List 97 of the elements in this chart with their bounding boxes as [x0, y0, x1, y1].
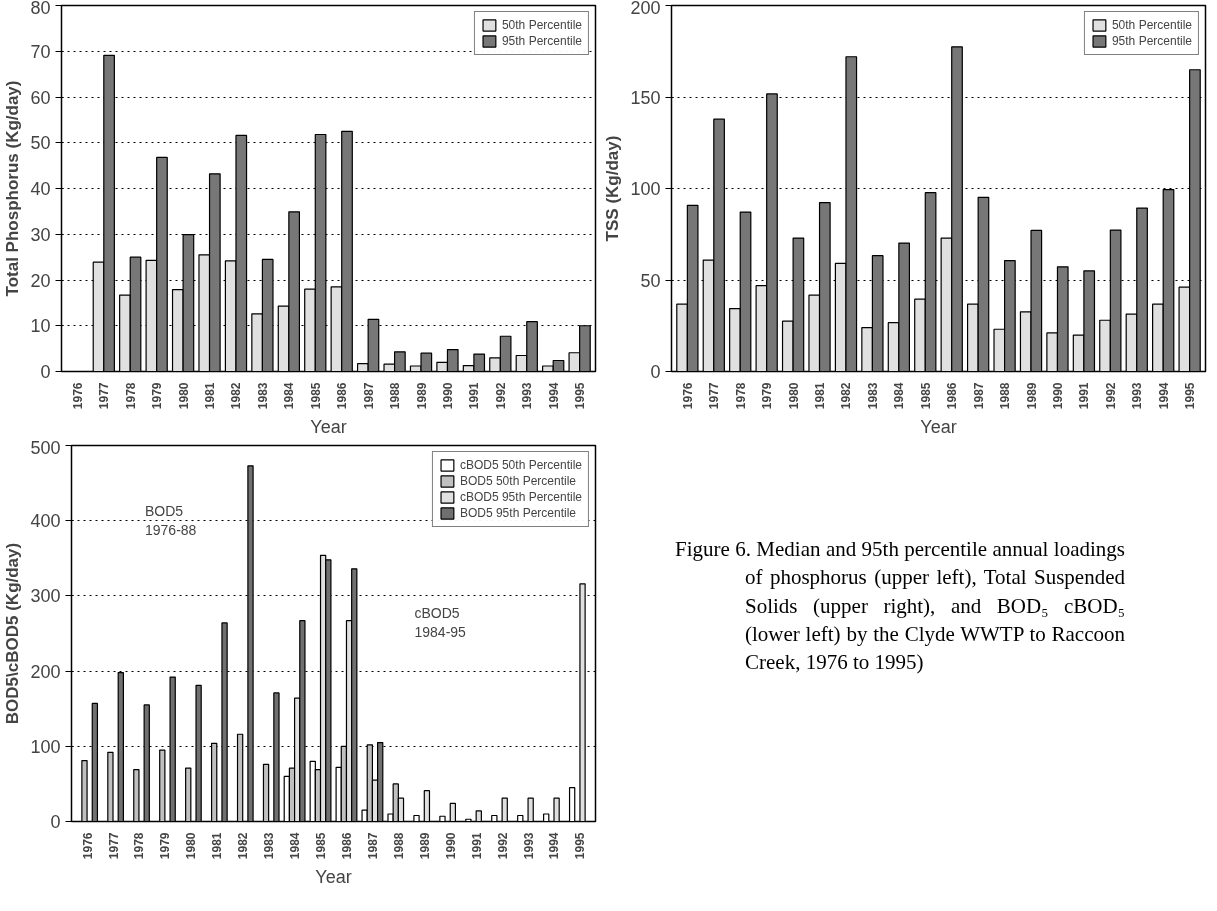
y-tick-label: 10	[30, 316, 51, 337]
x-axis-title: Year	[920, 417, 957, 438]
x-tick-label: 1994	[1156, 382, 1171, 410]
x-tick-label: 1990	[1050, 382, 1065, 410]
x-tick-label: 1995	[573, 382, 588, 410]
x-tick-label: 1993	[521, 832, 536, 860]
y-tick-label: 100	[630, 179, 661, 199]
x-tick-label: 1994	[546, 382, 561, 410]
x-tick-label: 1986	[339, 832, 354, 860]
y-axis-title: Total Phosphorus (Kg/day)	[3, 80, 23, 297]
legend-label: 95th Percentile	[1111, 34, 1192, 48]
y-tick-label: 20	[30, 270, 51, 291]
y-tick-label: 0	[50, 812, 61, 832]
y-tick-label: 300	[30, 586, 61, 607]
x-tick-label: 1982	[839, 382, 854, 410]
x-tick-label: 1983	[255, 382, 270, 410]
x-tick-label: 1976	[680, 382, 695, 410]
x-tick-label: 1990	[443, 832, 458, 860]
x-axis-title: Year	[310, 417, 347, 438]
x-tick-label: 1984	[892, 382, 907, 410]
x-tick-label: 1991	[1077, 382, 1092, 410]
x-tick-label: 1986	[335, 382, 350, 410]
y-tick-label: 200	[30, 661, 61, 682]
x-tick-label: 1976	[80, 832, 95, 860]
legend-label: 50th Percentile	[1111, 18, 1192, 32]
legend-label: cBOD5 50th Percentile	[459, 458, 582, 472]
x-tick-label: 1987	[365, 832, 380, 860]
annotation: BOD5 1976-88	[145, 502, 197, 538]
x-tick-label: 1989	[417, 832, 432, 860]
legend-label: BOD5 50th Percentile	[459, 474, 576, 488]
y-tick-label: 500	[30, 437, 61, 458]
x-tick-label: 1987	[361, 382, 376, 410]
y-tick-label: 50	[640, 270, 661, 291]
x-tick-label: 1983	[865, 382, 880, 410]
y-tick-label: 150	[630, 87, 661, 108]
x-tick-label: 1980	[786, 382, 801, 410]
y-tick-label: 0	[650, 362, 661, 382]
x-tick-label: 1994	[547, 832, 562, 860]
x-tick-label: 1988	[998, 382, 1013, 410]
y-tick-label: 30	[30, 224, 51, 245]
y-tick-label: 0	[40, 362, 51, 382]
x-tick-label: 1992	[493, 382, 508, 410]
x-tick-label: 1987	[971, 382, 986, 410]
y-axis-title: BOD5\cBOD5 (Kg/day)	[3, 542, 23, 725]
x-tick-label: 1981	[203, 382, 218, 410]
annotation: cBOD5 1984-95	[414, 604, 467, 640]
x-tick-label: 1995	[573, 832, 588, 860]
x-tick-label: 1988	[391, 832, 406, 860]
x-tick-label: 1979	[150, 382, 165, 410]
x-tick-label: 1991	[469, 832, 484, 860]
x-tick-label: 1989	[1024, 382, 1039, 410]
x-tick-label: 1985	[918, 382, 933, 410]
x-tick-label: 1978	[132, 832, 147, 860]
y-tick-label: 40	[30, 179, 51, 199]
x-tick-label: 1993	[1130, 382, 1145, 410]
x-tick-label: 1988	[388, 382, 403, 410]
x-tick-label: 1985	[314, 832, 329, 860]
caption: Figure 6. Median and 95th percentile annual loadings of phosphorus (upper left), Total Suspended Solids (upper right), and BOD₅ cBOD₅ (lower left) by the Clyde WWTP to Raccoon Creek, 1976 to 1995)	[675, 536, 1125, 677]
x-tick-label: 1977	[707, 382, 722, 410]
y-tick-label: 80	[30, 0, 51, 18]
x-tick-label: 1983	[262, 832, 277, 860]
y-tick-label: 400	[30, 511, 61, 532]
x-tick-label: 1993	[520, 382, 535, 410]
x-tick-label: 1980	[176, 382, 191, 410]
y-tick-label: 100	[30, 736, 61, 757]
x-tick-label: 1981	[813, 382, 828, 410]
x-axis-title: Year	[315, 867, 352, 888]
x-tick-label: 1992	[1103, 382, 1118, 410]
x-tick-label: 1990	[440, 382, 455, 410]
legend-label: BOD5 95th Percentile	[459, 506, 576, 520]
legend-label: 95th Percentile	[501, 34, 582, 48]
x-tick-label: 1977	[106, 832, 121, 860]
y-tick-label: 50	[30, 133, 51, 154]
x-tick-label: 1995	[1183, 382, 1198, 410]
x-tick-label: 1979	[760, 382, 775, 410]
x-tick-label: 1985	[308, 382, 323, 410]
x-tick-label: 1984	[282, 382, 297, 410]
x-tick-label: 1992	[495, 832, 510, 860]
legend-label: cBOD5 95th Percentile	[459, 490, 582, 504]
x-tick-label: 1982	[229, 382, 244, 410]
x-tick-label: 1980	[184, 832, 199, 860]
x-tick-label: 1977	[97, 382, 112, 410]
x-tick-label: 1991	[467, 382, 482, 410]
x-tick-label: 1976	[70, 382, 85, 410]
x-tick-label: 1978	[733, 382, 748, 410]
x-tick-label: 1986	[945, 382, 960, 410]
x-tick-label: 1982	[236, 832, 251, 860]
legend-label: 50th Percentile	[501, 18, 582, 32]
x-tick-label: 1989	[414, 382, 429, 410]
y-tick-label: 60	[30, 87, 51, 108]
x-tick-label: 1984	[288, 832, 303, 860]
x-tick-label: 1979	[158, 832, 173, 860]
y-axis-title: TSS (Kg/day)	[603, 135, 623, 242]
x-tick-label: 1981	[210, 832, 225, 860]
x-tick-label: 1978	[123, 382, 138, 410]
y-tick-label: 70	[30, 41, 51, 62]
y-tick-label: 200	[630, 0, 661, 18]
